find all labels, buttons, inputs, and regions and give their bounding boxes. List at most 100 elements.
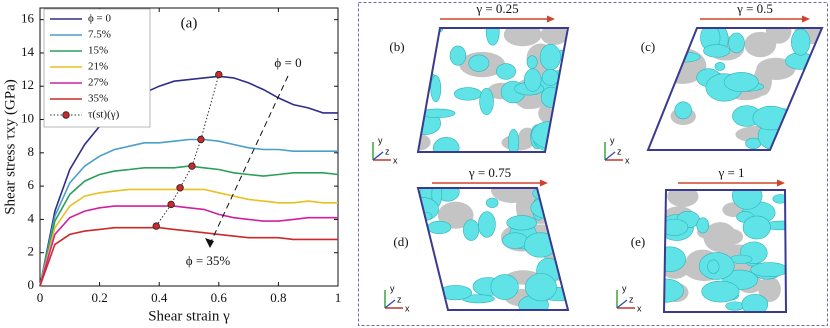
- pore: [540, 28, 568, 45]
- phase: [496, 63, 516, 80]
- triad-label: y: [610, 135, 615, 145]
- series-marker: [176, 184, 184, 192]
- phase: [526, 55, 538, 69]
- y-tick-label: 2: [28, 244, 35, 259]
- phase: [485, 28, 500, 46]
- shear-arrow-head: [802, 15, 810, 23]
- phase: [806, 67, 822, 92]
- phase: [523, 68, 542, 92]
- x-tick-label: 0.4: [151, 290, 168, 305]
- phase: [485, 197, 499, 208]
- legend-marker: [62, 111, 70, 119]
- phase: [506, 215, 537, 231]
- series-marker: [188, 162, 196, 170]
- phase: [707, 259, 720, 274]
- phase: [552, 204, 568, 222]
- strain-label: γ = 0.5: [736, 1, 773, 16]
- pore: [437, 201, 474, 229]
- triad-label: y: [622, 283, 627, 293]
- phase: [664, 246, 686, 272]
- pore: [503, 28, 542, 47]
- series-marker: [197, 135, 205, 144]
- triad-z: [384, 299, 396, 309]
- series-line: [39, 188, 338, 287]
- phase: [791, 28, 811, 56]
- y-tick-label: 10: [21, 111, 34, 126]
- phase: [731, 190, 763, 210]
- triad-label: x: [637, 303, 642, 313]
- series-line: [39, 138, 338, 287]
- phase: [664, 278, 684, 303]
- strain-label: γ = 0.75: [468, 165, 511, 180]
- phase: [728, 32, 745, 54]
- phase: [453, 87, 482, 101]
- phase: [742, 215, 771, 240]
- phase: [540, 86, 562, 108]
- panel-label: (d): [393, 234, 408, 249]
- x-axis-label: Shear strain γ: [148, 308, 230, 324]
- phase: [793, 114, 822, 138]
- panel-label: (c): [641, 39, 655, 54]
- phase: [541, 69, 559, 86]
- triad-label: x: [405, 303, 410, 313]
- series-line: [155, 74, 220, 227]
- y-tick-label: 12: [21, 77, 34, 92]
- phase: [427, 220, 452, 234]
- legend-label: 27%: [88, 77, 108, 89]
- plot-frame: [39, 7, 339, 287]
- pore: [765, 28, 792, 44]
- microstructure: [664, 190, 786, 312]
- triad-label: z: [617, 146, 622, 156]
- triad-label: y: [378, 135, 383, 145]
- shear-arrow-head: [777, 179, 785, 187]
- triad-label: x: [393, 155, 398, 165]
- shear-arrow-head: [547, 15, 555, 23]
- triad-label: x: [625, 155, 630, 165]
- phase: [701, 280, 740, 303]
- shear-arrow-head: [540, 179, 548, 187]
- phase: [525, 273, 557, 302]
- series-marker: [167, 200, 175, 209]
- x-tick-label: 0.8: [270, 290, 286, 305]
- phase: [725, 301, 745, 311]
- phase: [530, 196, 565, 219]
- triad-z: [616, 299, 628, 309]
- strain-label: γ = 1: [717, 165, 744, 180]
- legend-label: τ(st)(γ): [88, 109, 120, 121]
- triad-z: [372, 151, 384, 161]
- series-line: [39, 165, 339, 287]
- y-tick-label: 14: [21, 44, 35, 59]
- legend-label: 35%: [88, 93, 108, 105]
- triad-label: z: [385, 146, 390, 156]
- cell-frame: [646, 27, 824, 151]
- series-line: [39, 75, 338, 287]
- phase: [800, 115, 822, 136]
- triad-z: [604, 151, 616, 161]
- phase: [668, 28, 687, 49]
- triad-label: y: [390, 283, 395, 293]
- panel-frame: [358, 2, 828, 326]
- phase: [463, 219, 480, 241]
- phase: [490, 274, 519, 300]
- cell-frame: [416, 187, 570, 311]
- phase: [664, 218, 689, 236]
- triad-label: z: [629, 294, 634, 304]
- pore: [418, 249, 437, 276]
- y-tick-label: 0: [28, 277, 35, 292]
- triad-label: z: [397, 294, 402, 304]
- x-tick-label: 1: [335, 290, 342, 305]
- series-marker: [215, 70, 223, 79]
- pore: [758, 276, 781, 302]
- pore: [667, 190, 699, 207]
- phase: [703, 44, 731, 58]
- cell-frame: [416, 27, 570, 153]
- phase: [674, 101, 692, 120]
- cell-frame: [662, 189, 788, 313]
- phase: [714, 62, 726, 71]
- phase: [723, 72, 759, 92]
- y-axis-label: Shear stress τxy (GPa): [2, 79, 18, 215]
- y-tick-label: 4: [28, 210, 35, 225]
- arrow-head: [205, 238, 214, 248]
- phase: [741, 293, 769, 312]
- legend-box: [43, 8, 151, 128]
